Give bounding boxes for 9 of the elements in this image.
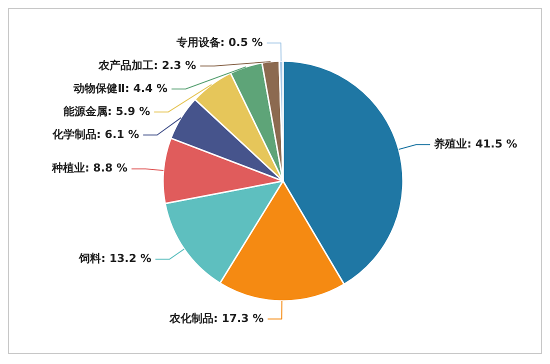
slice-label: 农化制品: 17.3 % — [168, 312, 264, 325]
slice-label: 专用设备: 0.5 % — [175, 36, 263, 49]
slice-label: 饲料: 13.2 % — [78, 252, 152, 266]
slice-label: 能源金属: 5.9 % — [64, 104, 150, 118]
slice-label: 动物保健Ⅱ: 4.4 % — [72, 82, 168, 95]
slice-label: 化学制品: 6.1 % — [52, 128, 140, 141]
slice-label: 养殖业: 41.5 % — [433, 137, 518, 150]
slice-label: 种植业: 8.8 % — [50, 162, 128, 175]
slice-label: 农产品加工: 2.3 % — [98, 58, 196, 72]
